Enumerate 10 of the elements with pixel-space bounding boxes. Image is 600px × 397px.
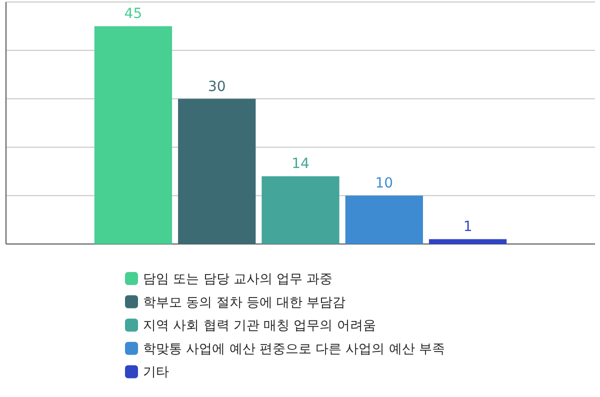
legend-label: 기타	[143, 365, 169, 380]
legend-label: 지역 사회 협력 기관 매칭 업무의 어려움	[143, 318, 376, 334]
legend-label: 학맞통 사업에 예산 편중으로 다른 사업의 예산 부족	[143, 342, 445, 357]
data-label: 10	[375, 176, 394, 192]
legend-label: 담임 또는 담당 교사의 업무 과중	[143, 272, 333, 287]
data-label: 45	[124, 6, 142, 22]
data-label: 14	[292, 156, 310, 172]
legend-label: 학부모 동의 절차 등에 대한 부담감	[143, 295, 346, 310]
data-label: 30	[208, 78, 226, 95]
data-label: 1	[463, 219, 472, 236]
